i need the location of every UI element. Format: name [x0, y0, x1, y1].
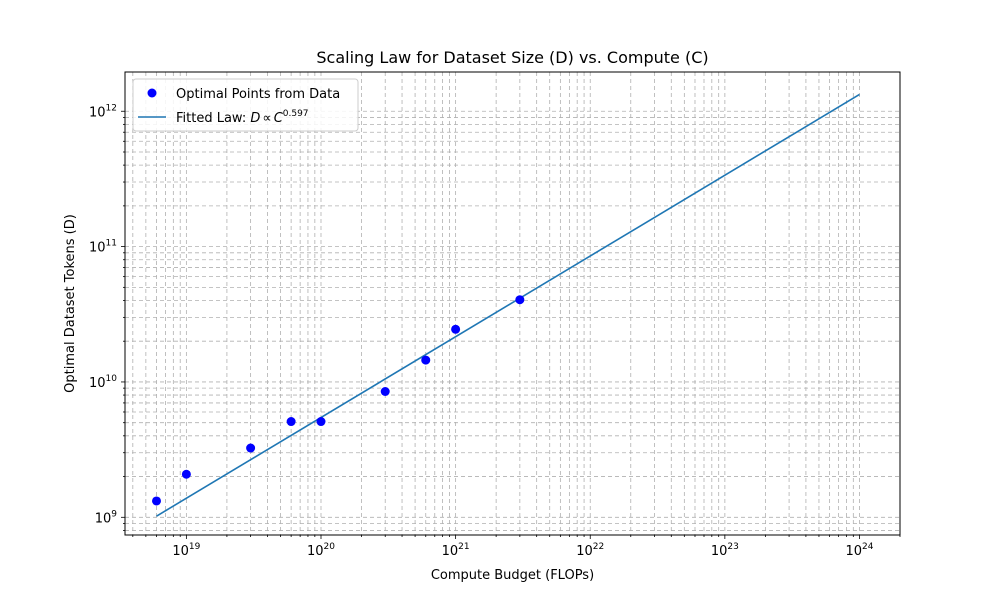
- data-point: [286, 417, 296, 427]
- data-point: [152, 496, 162, 506]
- legend-fit-var-d: D: [250, 111, 260, 126]
- data-point: [316, 417, 326, 427]
- x-tick-label: 1021: [442, 542, 470, 559]
- data-point: [451, 324, 461, 334]
- data-point: [246, 443, 256, 453]
- fitted-line-layer: [156, 93, 860, 517]
- data-point: [421, 355, 431, 365]
- legend-fit-prop: ∝: [262, 111, 271, 126]
- y-tick-label: 109: [95, 509, 118, 526]
- y-tick-label: 1010: [89, 374, 117, 391]
- x-tick-label: 1023: [711, 542, 739, 559]
- axis-ticks: 1019 1020 1021 1022 1023 1024 109 1010 1011 1012: [89, 103, 901, 559]
- x-axis-label: Compute Budget (FLOPs): [431, 568, 594, 583]
- legend-box: [132, 78, 359, 132]
- data-point: [515, 295, 525, 305]
- legend: Optimal Points from Data Fitted Law: D ∝ C…: [132, 78, 359, 132]
- chart-title: Scaling Law for Dataset Size (D) vs. Com…: [316, 48, 708, 67]
- y-tick-label: 1012: [89, 103, 117, 120]
- legend-fit-prefix: Fitted Law:: [176, 111, 250, 126]
- x-tick-label: 1020: [307, 542, 335, 559]
- y-axis-label: Optimal Dataset Tokens (D): [63, 214, 78, 393]
- y-tick-label: 1011: [89, 239, 117, 256]
- legend-label-points: Optimal Points from Data: [176, 87, 340, 102]
- fitted-law-line: [156, 93, 860, 517]
- x-tick-label: 1024: [845, 542, 873, 559]
- legend-marker-points: [147, 88, 157, 98]
- grid: [125, 72, 901, 535]
- scatter-points: [152, 295, 525, 506]
- data-point: [380, 387, 390, 397]
- legend-fit-var-c: C: [274, 111, 284, 126]
- legend-fit-exponent: 0.597: [283, 109, 309, 119]
- data-point: [181, 469, 191, 479]
- legend-label-fit: Fitted Law: D ∝ C0.597: [176, 109, 309, 126]
- x-tick-label: 1019: [172, 542, 200, 559]
- plot-frame: [124, 71, 901, 536]
- x-tick-label: 1022: [576, 542, 604, 559]
